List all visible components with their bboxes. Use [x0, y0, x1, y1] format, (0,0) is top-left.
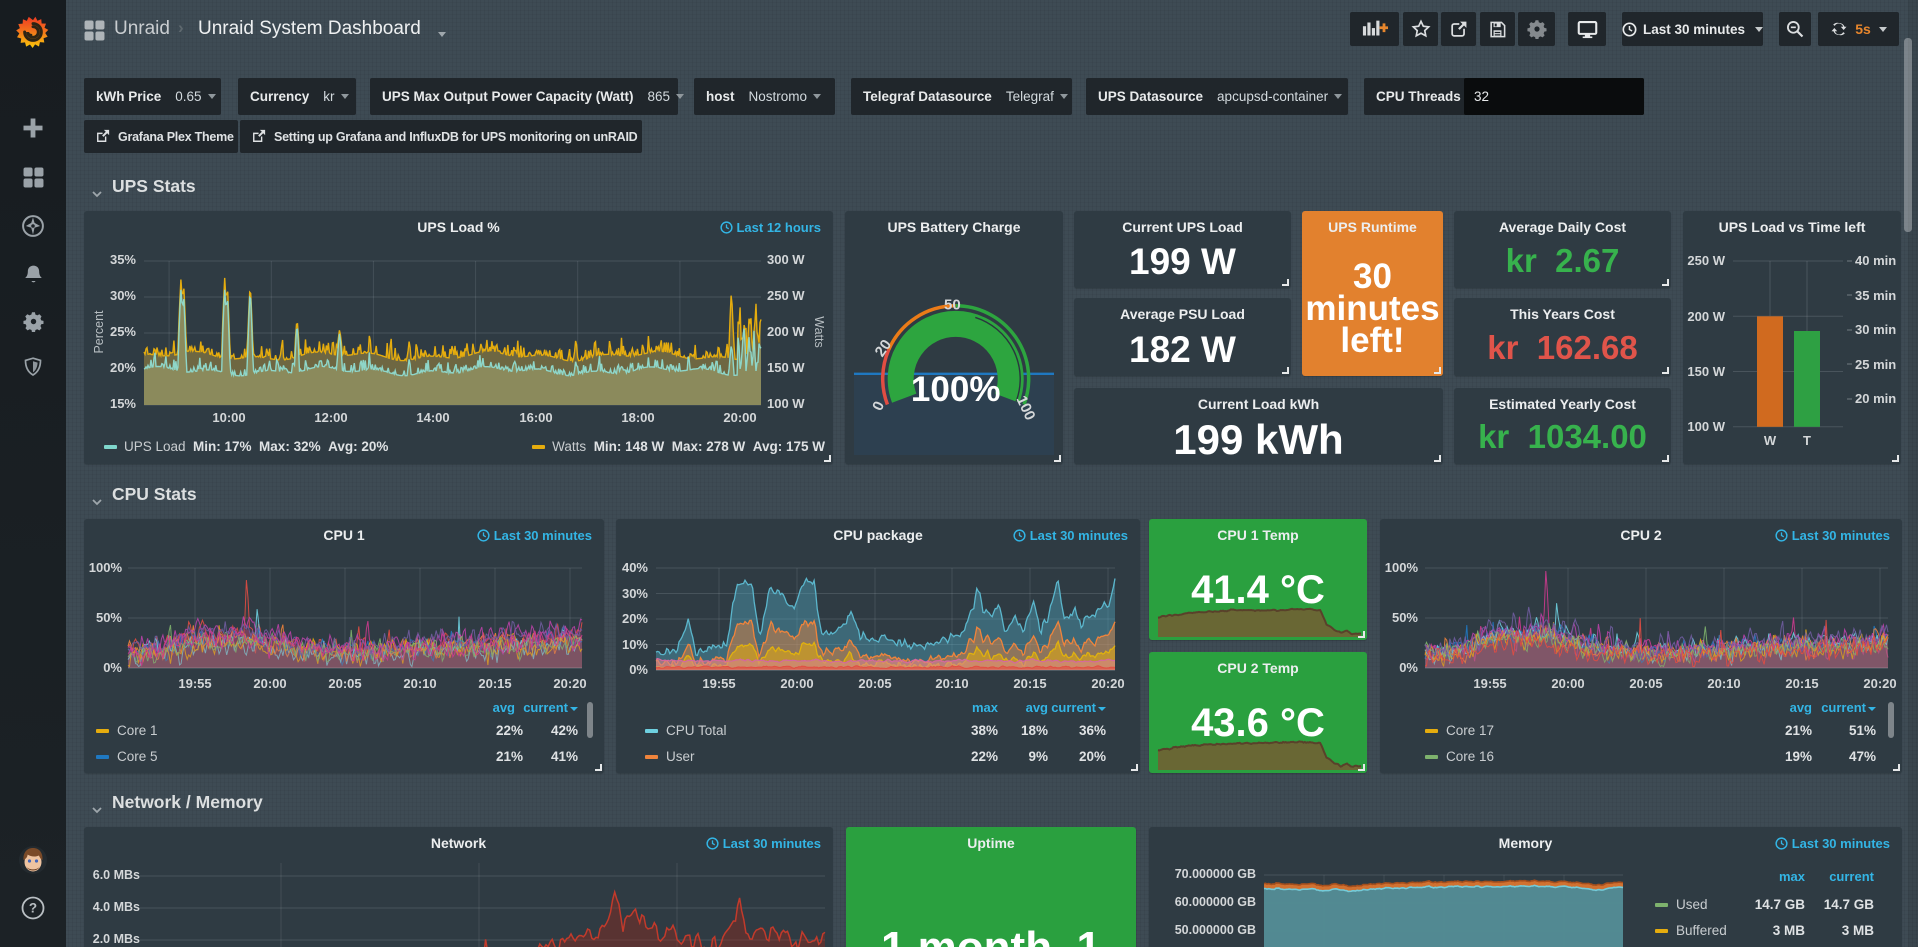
svg-text:100%: 100% — [911, 370, 1001, 409]
svg-text:35 min: 35 min — [1855, 288, 1896, 303]
svg-text:?: ? — [29, 901, 37, 916]
svg-text:T: T — [1803, 433, 1811, 448]
svg-text:200 W: 200 W — [1687, 309, 1725, 324]
svg-text:40 min: 40 min — [1855, 253, 1896, 268]
svg-text:50: 50 — [944, 296, 961, 313]
svg-text:20 min: 20 min — [1855, 391, 1896, 406]
svg-text:250 W: 250 W — [1687, 253, 1725, 268]
svg-text:20: 20 — [872, 337, 895, 360]
svg-text:30 min: 30 min — [1855, 322, 1896, 337]
svg-text:150 W: 150 W — [1687, 364, 1725, 379]
svg-text:100 W: 100 W — [1687, 419, 1725, 434]
svg-text:W: W — [1764, 433, 1777, 448]
svg-text:25 min: 25 min — [1855, 357, 1896, 372]
